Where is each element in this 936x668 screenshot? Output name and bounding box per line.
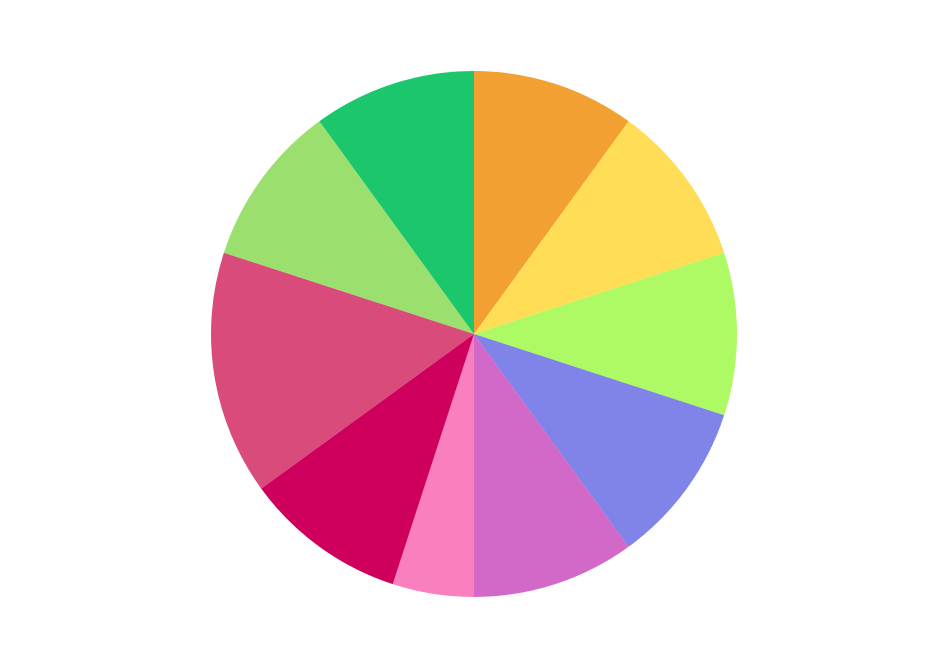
pie-slice (474, 334, 629, 597)
pie-slice (474, 252, 737, 416)
pie-slice (211, 252, 474, 489)
pie-slice (319, 71, 474, 334)
pie-slice (223, 121, 474, 334)
pie-slice (392, 334, 474, 597)
pie-slice (261, 334, 474, 585)
pie-slice (474, 334, 725, 547)
pie-slice (474, 71, 629, 334)
pie-slice (474, 121, 725, 334)
